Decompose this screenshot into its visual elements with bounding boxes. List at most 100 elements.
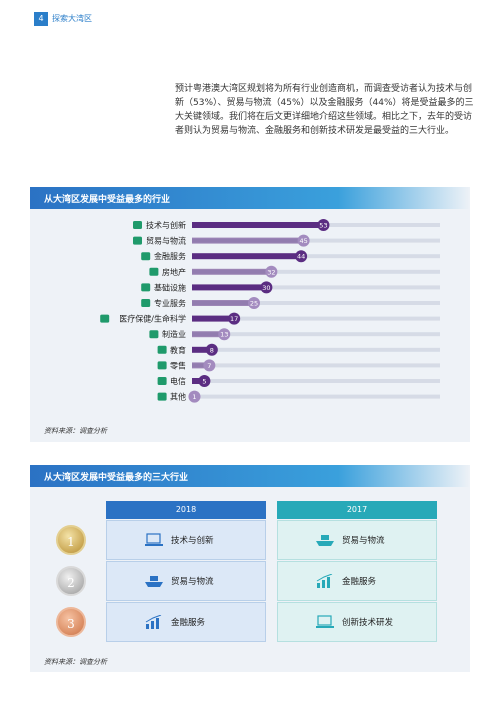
- chart-row: 32 房地产: [149, 265, 440, 278]
- top3-title-bar: [30, 465, 470, 487]
- value-marker: [295, 250, 308, 263]
- chart-title-bar: [30, 187, 470, 209]
- top3-2018-item: 贸易与物流: [106, 561, 266, 601]
- category-label: 电信: [170, 376, 186, 386]
- chart-row: 8 教育: [157, 343, 440, 356]
- bar: [192, 222, 324, 228]
- chart-row: 17 医疗保健/生命科学: [100, 312, 440, 325]
- bar-track: [192, 347, 440, 352]
- value-marker: [188, 390, 201, 403]
- category-label: 技术与创新: [146, 220, 186, 230]
- chart-row: 25 专业服务: [141, 297, 440, 309]
- bar: [192, 315, 235, 322]
- rank-2-medal: 2: [56, 566, 86, 596]
- top3-source: 资料来源：调查分析: [44, 658, 107, 666]
- health-heart-icon: [100, 314, 110, 323]
- data-label: 32: [267, 268, 275, 276]
- value-marker: [205, 343, 218, 356]
- chart-row: 1 其他: [157, 390, 440, 403]
- top3-2017-item: 金融服务: [277, 561, 437, 601]
- data-label: 53: [319, 222, 327, 230]
- category-label: 制造业: [162, 329, 186, 339]
- category-label: 贸易与物流: [146, 236, 186, 246]
- column-2018-header: 2018: [106, 501, 266, 519]
- bar-track: [192, 254, 440, 259]
- category-label: 教育: [170, 345, 186, 355]
- category-label: 房地产: [162, 267, 186, 277]
- bank-chart-icon: [141, 252, 151, 261]
- section-title: 探索大湾区: [52, 14, 92, 23]
- bar: [192, 378, 205, 384]
- value-marker: [248, 297, 260, 309]
- bar-track: [192, 238, 440, 243]
- bar-track: [192, 363, 440, 368]
- category-label: 专业服务: [154, 298, 186, 308]
- chart-row: 7 零售: [157, 359, 440, 372]
- data-label: 30: [262, 284, 270, 292]
- value-marker: [198, 375, 211, 387]
- chart-panel: [30, 187, 470, 442]
- bar: [192, 284, 267, 291]
- chart-row: 30 基础设施: [141, 281, 440, 294]
- data-label: 17: [230, 315, 238, 323]
- chart-row: 44 金融服务: [141, 250, 440, 263]
- bank-chart-icon: [316, 574, 334, 588]
- data-label: 13: [220, 331, 228, 339]
- value-marker: [260, 281, 273, 294]
- intro-paragraph: 预计粤港澳大湾区规划将为所有行业创造商机，而调查受访者认为技术与创新（53%）、…: [175, 84, 474, 136]
- ship-icon: [145, 574, 163, 588]
- ship-icon: [133, 236, 142, 245]
- data-label: 7: [207, 362, 211, 370]
- bar: [192, 346, 212, 353]
- shop-icon: [157, 361, 167, 370]
- page-number: 4: [34, 12, 48, 26]
- top3-2018-item: 金融服务: [106, 602, 266, 642]
- rank-3-medal: 3: [56, 607, 86, 637]
- industry-bar-chart: 53技术与创新45贸易与物流44金融服务32房地产30基础设施25专业服务17医…: [100, 219, 440, 403]
- bar-track: [192, 269, 440, 274]
- page-header: 4 探索大湾区: [0, 0, 500, 28]
- building-icon: [149, 267, 159, 276]
- ship-icon: [316, 533, 334, 547]
- chart-row: 53 技术与创新: [133, 219, 440, 231]
- data-label: 44: [297, 253, 305, 261]
- data-label: 1: [192, 393, 196, 401]
- top3-2017-item: 贸易与物流: [277, 520, 437, 560]
- signal-tower-icon: [157, 377, 167, 385]
- bar-track: [192, 285, 440, 290]
- factory-icon: [149, 330, 159, 339]
- data-label: 5: [202, 378, 206, 386]
- value-marker: [317, 219, 330, 231]
- chart-row: 13 制造业: [149, 328, 440, 341]
- bar-track: [192, 301, 440, 305]
- category-label: 医疗保健/生命科学: [119, 314, 186, 324]
- bar-track: [192, 332, 440, 337]
- bar: [192, 300, 254, 306]
- laptop-icon: [145, 533, 163, 547]
- chart-title: 从大湾区发展中受益最多的行业: [44, 195, 171, 205]
- top3-2017-item: 创新技术研发: [277, 602, 437, 642]
- bar: [192, 237, 304, 244]
- bank-chart-icon: [145, 615, 163, 629]
- data-label: 8: [210, 346, 214, 354]
- graduation-cap-icon: [157, 345, 167, 354]
- top3-title: 从大湾区发展中受益最多的三大行业: [44, 473, 189, 483]
- bar: [192, 331, 225, 338]
- laptop-icon: [316, 615, 334, 629]
- category-label: 金融服务: [154, 251, 186, 261]
- category-label: 其他: [170, 392, 186, 402]
- bar: [192, 362, 210, 369]
- value-marker: [218, 328, 231, 341]
- bar-track: [192, 316, 440, 321]
- data-label: 25: [250, 300, 258, 308]
- top3-2018-item: 技术与创新: [106, 520, 266, 560]
- bar: [192, 253, 302, 260]
- value-marker: [265, 265, 278, 278]
- laptop-icon: [133, 221, 142, 229]
- bar: [192, 268, 272, 275]
- value-marker: [228, 312, 241, 325]
- chart-row: 5 电信: [157, 375, 440, 387]
- chart-source: 资料来源：调查分析: [44, 427, 107, 435]
- crane-icon: [141, 283, 151, 292]
- category-label: 基础设施: [154, 282, 186, 292]
